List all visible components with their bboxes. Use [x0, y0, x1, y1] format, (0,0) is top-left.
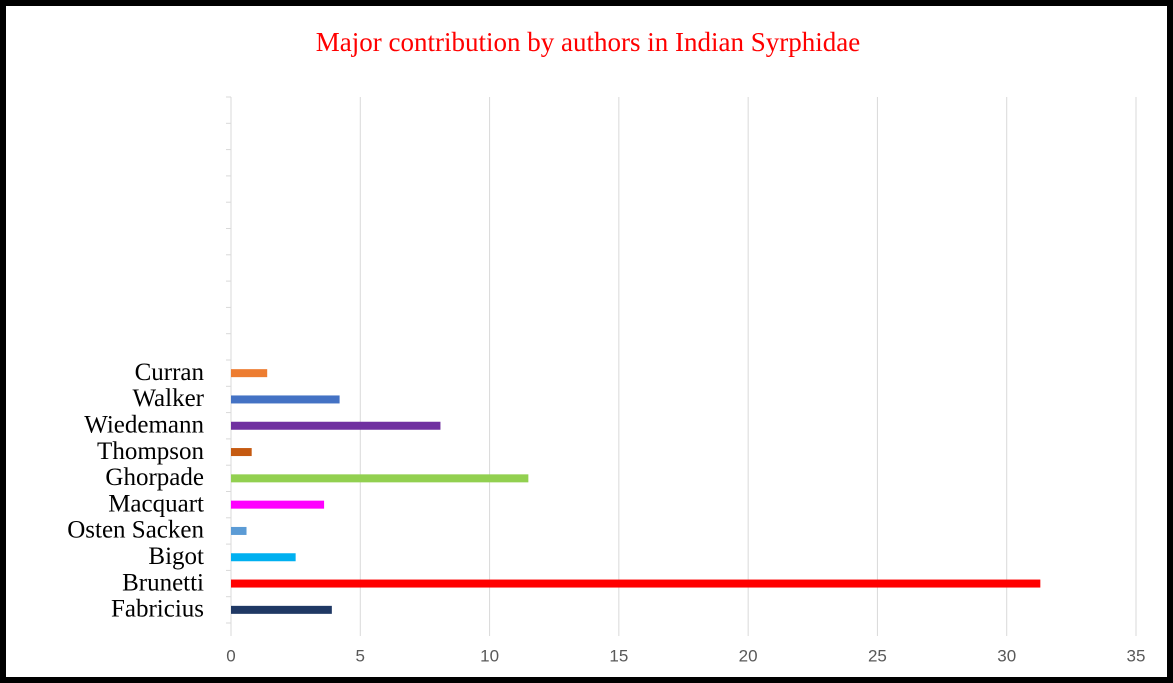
x-tick-label: 10: [480, 646, 499, 665]
x-tick-label: 5: [356, 646, 365, 665]
x-tick-label: 15: [609, 646, 628, 665]
x-tick-label: 30: [997, 646, 1016, 665]
y-tick-label: Walker: [132, 385, 204, 412]
y-tick-label: Osten Sacken: [67, 517, 204, 544]
y-tick-label: Ghorpade: [105, 464, 204, 491]
bar: [231, 369, 268, 378]
x-tick-label: 25: [868, 646, 887, 665]
bar: [231, 579, 1041, 588]
y-tick-label: Macquart: [108, 490, 204, 517]
x-tick-label: 0: [226, 646, 235, 665]
y-tick-label: Wiedemann: [84, 411, 204, 438]
bar: [231, 421, 441, 430]
bar: [231, 395, 340, 404]
bar: [231, 526, 247, 535]
bar: [231, 553, 296, 562]
y-tick-label: Curran: [135, 359, 205, 386]
y-tick-label: Brunetti: [122, 569, 204, 596]
bar: [231, 605, 332, 614]
y-tick-label: Bigot: [148, 543, 204, 570]
x-tick-label: 35: [1127, 646, 1146, 665]
y-tick-label: Thompson: [97, 438, 204, 465]
y-tick-label: Fabricius: [111, 596, 204, 623]
chart-title: Major contribution by authors in Indian …: [316, 27, 860, 57]
bar: [231, 474, 529, 483]
x-tick-label: 20: [739, 646, 758, 665]
bar: [231, 448, 252, 457]
bar: [231, 500, 325, 509]
